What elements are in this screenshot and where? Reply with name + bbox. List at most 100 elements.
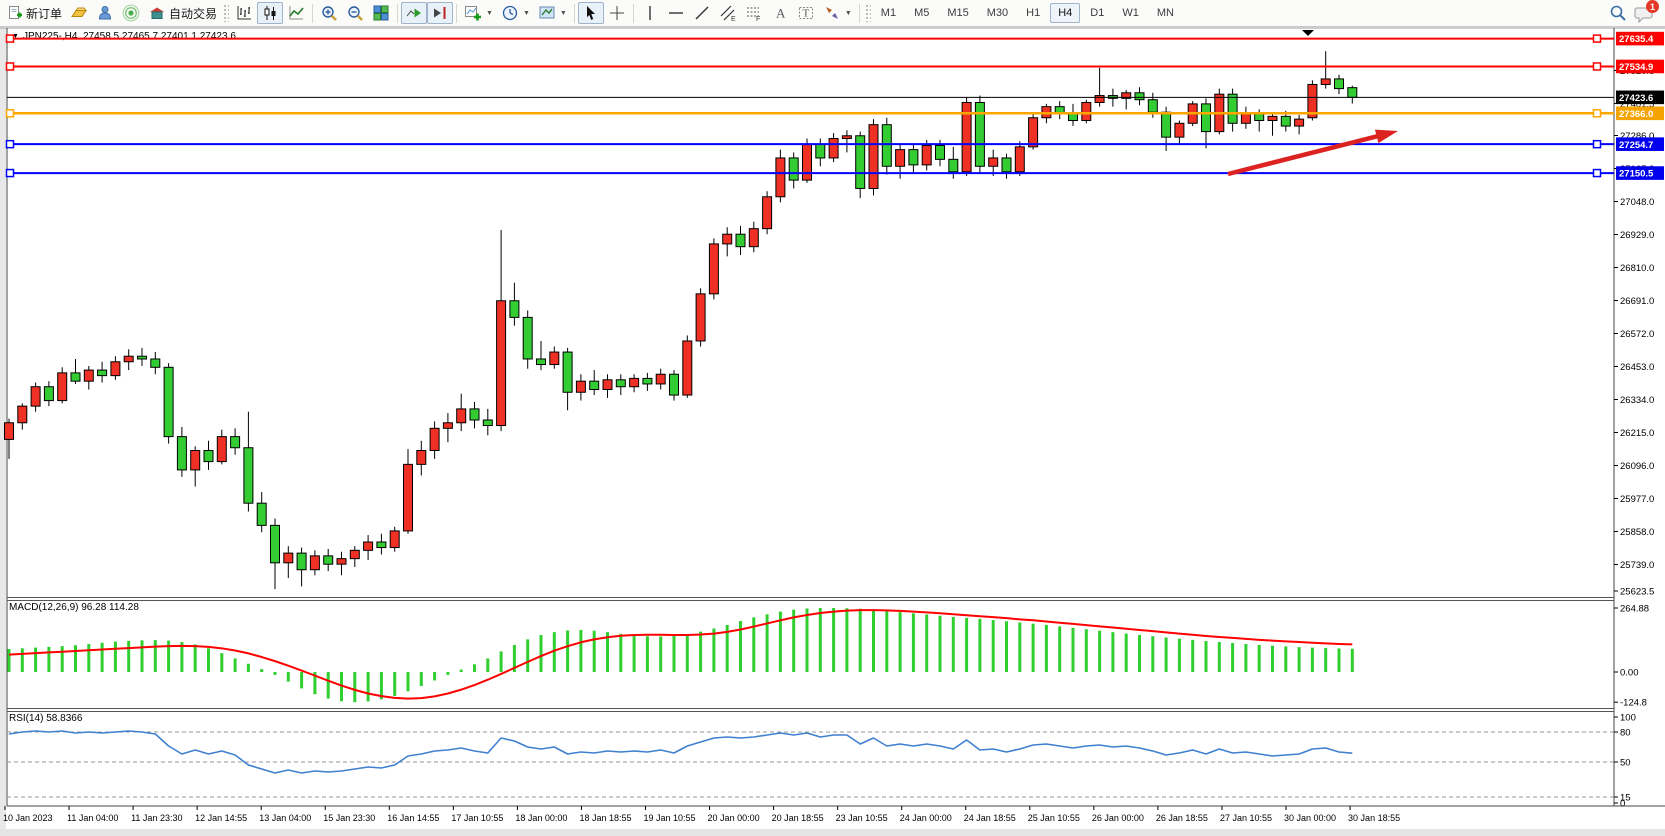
chart-ohlc-values: 27458.5 27465.7 27401.1 27423.6 <box>82 31 236 42</box>
bear-candle <box>735 233 746 248</box>
svg-text:A: A <box>776 6 786 21</box>
text-tool-button[interactable]: A <box>767 2 793 24</box>
line-handle[interactable] <box>1592 139 1602 149</box>
gold-bar-button[interactable] <box>66 2 92 24</box>
channel-tool-button[interactable]: E <box>715 2 741 24</box>
price-tick-label: 27401.5 <box>1620 99 1654 110</box>
price-badge <box>1616 137 1664 151</box>
signal-icon <box>122 4 140 22</box>
rsi-value: 58.8366 <box>46 713 83 724</box>
candlestick-icon <box>264 6 276 20</box>
profile-button[interactable] <box>92 2 118 24</box>
line-handle[interactable] <box>5 34 15 43</box>
line-handle[interactable] <box>5 109 15 118</box>
text-label-tool-button[interactable]: T <box>793 2 819 24</box>
bull-candle <box>921 144 932 166</box>
bull-candle <box>1294 118 1305 127</box>
fibonacci-tool-button[interactable]: F <box>741 2 767 24</box>
time-tick-label: 27 Jan 10:55 <box>1220 813 1272 823</box>
symbol-marker-icon: ▼ <box>12 33 19 40</box>
price-tick-label: 26453.0 <box>1620 362 1654 373</box>
line-handle[interactable] <box>1592 34 1602 43</box>
horizontal-line-icon <box>668 12 683 14</box>
bear-candle <box>509 300 520 318</box>
trend-arrow-head[interactable] <box>1374 129 1398 144</box>
chevron-down-icon: ▼ <box>486 9 493 17</box>
vertical-line-icon <box>649 6 651 20</box>
time-tick-label: 20 Jan 18:55 <box>772 813 824 823</box>
time-tick-label: 12 Jan 14:55 <box>195 813 247 823</box>
trendline-tool-button[interactable] <box>689 2 715 24</box>
bear-candle <box>256 502 267 526</box>
new-order-label: 新订单 <box>26 6 63 21</box>
crosshair-button[interactable] <box>604 2 630 24</box>
timeframe-button-m1[interactable]: M1 <box>880 7 897 19</box>
time-tick-label: 24 Jan 18:55 <box>964 813 1016 823</box>
svg-text:F: F <box>756 16 760 22</box>
bull-candle <box>708 243 719 295</box>
cursor-button[interactable] <box>577 2 604 24</box>
bear-candle <box>243 447 254 504</box>
timeframe-button-m15[interactable]: M15 <box>947 7 969 19</box>
zoom-out-button[interactable] <box>342 2 368 24</box>
chart-shift-button[interactable] <box>427 2 454 24</box>
macd-signal-line <box>8 609 1353 700</box>
bear-candle <box>974 101 985 167</box>
time-tick-label: 26 Jan 00:00 <box>1092 813 1144 823</box>
price-tick-label: 25739.0 <box>1620 560 1654 571</box>
time-tick-label: 23 Jan 10:55 <box>836 813 888 823</box>
object-anchor-marker-icon[interactable] <box>1302 30 1314 36</box>
price-tick-label: 26691.0 <box>1620 296 1654 307</box>
timeframe-button-w1[interactable]: W1 <box>1122 7 1139 19</box>
line-handle[interactable] <box>5 139 15 149</box>
bear-candle <box>296 552 307 571</box>
trend-arrow-line[interactable] <box>1227 132 1384 177</box>
indicators-button[interactable]: ▼ <box>460 2 497 24</box>
periods-button[interactable]: ▼ <box>497 2 534 24</box>
timeframe-group: M1 M5 M15 M30 H1 H4 D1 W1 MN <box>873 3 1182 23</box>
rsi-tick-label: 50 <box>1620 758 1631 769</box>
bar-chart-mode-button[interactable] <box>231 2 257 24</box>
bull-candle <box>1081 101 1092 122</box>
timeframe-button-m30[interactable]: M30 <box>986 7 1009 19</box>
candlestick-mode-button[interactable] <box>257 2 284 24</box>
vertical-line-tool-button[interactable] <box>637 2 663 24</box>
bear-candle <box>376 541 387 549</box>
bear-candle <box>176 436 187 471</box>
auto-trading-button[interactable]: 自动交易 <box>144 2 221 24</box>
macd-name: MACD(12,26,9) <box>9 602 79 613</box>
price-badge-label: 27150.5 <box>1619 169 1654 180</box>
bull-candle <box>190 450 201 471</box>
timeframe-button-h1[interactable]: H1 <box>1026 7 1041 19</box>
line-chart-mode-button[interactable] <box>283 2 309 24</box>
signals-button[interactable] <box>118 2 144 24</box>
time-tick-label: 20 Jan 00:00 <box>708 813 760 823</box>
auto-scroll-button[interactable] <box>401 2 428 24</box>
line-handle[interactable] <box>1592 168 1602 178</box>
line-handle[interactable] <box>5 168 15 178</box>
notifications-button[interactable]: 1 <box>1634 0 1659 24</box>
line-handle[interactable] <box>1592 62 1602 71</box>
timeframe-button-d1[interactable]: D1 <box>1090 7 1105 19</box>
bear-candle <box>855 135 866 189</box>
timeframe-button-mn[interactable]: MN <box>1156 7 1174 19</box>
search-icon[interactable] <box>1608 3 1628 23</box>
bull-candle <box>1307 83 1318 119</box>
macd-values: 96.28 114.28 <box>81 602 139 613</box>
horizontal-line-tool-button[interactable] <box>663 2 689 24</box>
templates-button[interactable]: ▼ <box>534 2 571 24</box>
timeframe-button-m5[interactable]: M5 <box>914 7 930 19</box>
bull-candle <box>110 361 121 377</box>
timeframe-button-h4[interactable]: H4 <box>1050 3 1081 23</box>
time-tick-label: 13 Jan 04:00 <box>259 813 311 823</box>
zoom-in-button[interactable] <box>316 2 342 24</box>
line-handle[interactable] <box>1592 109 1602 118</box>
rsi-line <box>8 730 1353 774</box>
new-order-button[interactable]: 新订单 <box>3 2 66 24</box>
tile-windows-button[interactable] <box>368 2 394 24</box>
line-handle[interactable] <box>5 62 15 71</box>
bull-candle <box>83 369 94 382</box>
arrows-tool-button[interactable]: ▼ <box>819 2 856 24</box>
